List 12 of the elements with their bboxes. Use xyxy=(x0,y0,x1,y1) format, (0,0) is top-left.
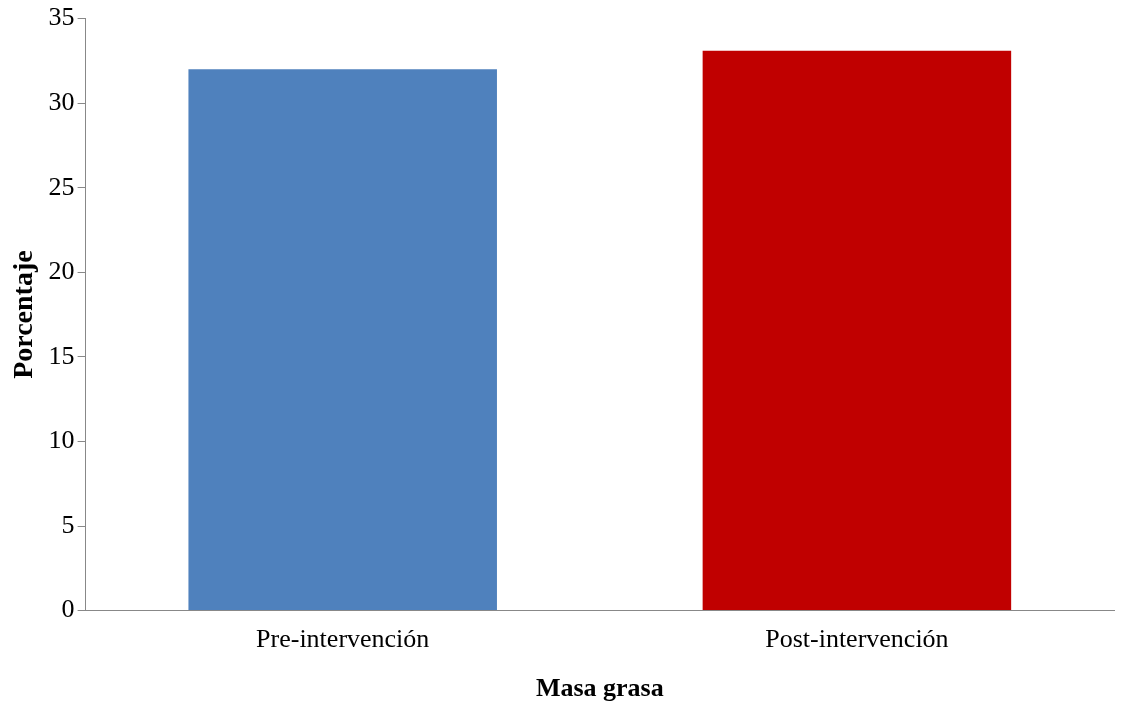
x-tick-label: Post-intervención xyxy=(765,624,949,654)
y-tick-label: 5 xyxy=(61,509,75,539)
y-tick-label: 0 xyxy=(61,594,75,624)
x-axis-title: Masa grasa xyxy=(535,673,664,703)
y-tick-label: 25 xyxy=(48,171,75,201)
y-tick-label: 30 xyxy=(48,87,75,116)
y-axis-title: Porcentaje xyxy=(7,250,39,379)
y-tick-label: 15 xyxy=(48,340,75,370)
y-tick-label: 35 xyxy=(48,2,75,32)
y-tick-label: 10 xyxy=(48,425,75,455)
y-tick-label: 20 xyxy=(48,256,75,286)
x-tick-label: Pre-intervención xyxy=(256,624,430,654)
